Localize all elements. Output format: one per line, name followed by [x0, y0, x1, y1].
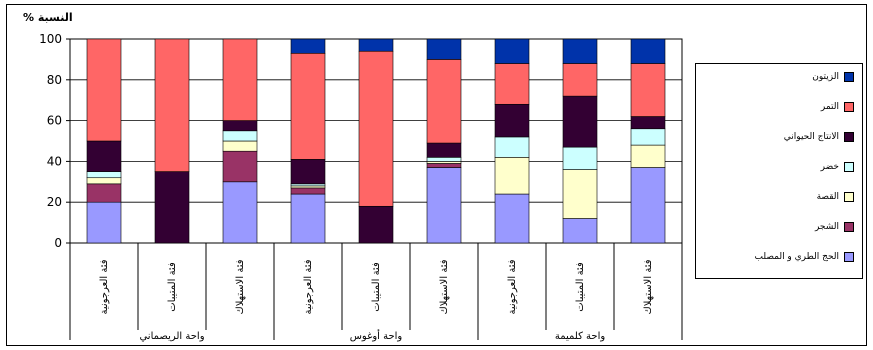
legend-swatch [844, 252, 854, 262]
x-category-label: فئة الاستهلاك [235, 259, 246, 314]
stacked-bar-chart: 0 20 40 60 80 100 فئة العرجونية فئة المتيبات فئة… [39, 32, 683, 342]
bar-segment [426, 38, 462, 60]
bar-segment [630, 144, 666, 168]
x-category-label: فئة العرجونية [99, 259, 110, 314]
y-tick-label: 20 [47, 195, 62, 209]
legend-label: خضر [820, 162, 839, 172]
bar-segment [290, 193, 326, 244]
y-tick-label: 80 [47, 73, 62, 87]
bar-segment [86, 201, 122, 244]
bar-segment [222, 120, 258, 132]
bar-segment [222, 150, 258, 183]
legend-label: الانتاج الحيواني [783, 132, 839, 142]
bar-segment [630, 167, 666, 244]
bar-segment [86, 140, 122, 172]
bar-segment [630, 63, 666, 117]
y-tick-label: 60 [47, 114, 62, 128]
bar-segment [222, 130, 258, 142]
bar-segment [86, 171, 122, 179]
legend-label: الزيتون [812, 72, 839, 82]
bar-segment [222, 181, 258, 244]
bar-segment [562, 218, 598, 244]
bar-segment [290, 159, 326, 185]
bar-segment [562, 95, 598, 148]
legend-swatch [844, 192, 854, 202]
legend-swatch [844, 222, 854, 232]
bar-segment [562, 169, 598, 219]
bar-segment [154, 38, 190, 172]
legend-swatch [844, 72, 854, 82]
legend-item: الانتاج الحيواني [784, 130, 854, 144]
bar-segment [290, 183, 326, 187]
bar-segment [494, 157, 530, 195]
x-category-label: فئة المتيبات [371, 262, 382, 312]
legend-label: القصة [816, 192, 839, 202]
legend-swatch [844, 132, 854, 142]
bar-segment [494, 136, 530, 158]
chart-legend: الزيتون التمر الانتاج الحيواني خضر القصة الشج… [695, 63, 863, 279]
bar-segment [358, 38, 394, 52]
legend-label: الحج الطري و المصلب [754, 252, 840, 262]
bar-segment [86, 183, 122, 203]
x-category-label: فئة المتيبات [575, 262, 586, 312]
legend-item: الزيتون [812, 70, 854, 84]
bar-segment [562, 146, 598, 170]
y-axis-unit-label: النسبة % [23, 11, 73, 24]
y-tick-label: 0 [54, 236, 62, 250]
x-category-label: فئة العرجونية [303, 259, 314, 314]
y-tick-label: 40 [47, 154, 62, 168]
x-group-label: واحة كلميمة [555, 331, 606, 342]
bar-segment [494, 193, 530, 244]
bar-segment [426, 59, 462, 144]
bar-segment [358, 50, 394, 207]
bar-segment [426, 161, 462, 164]
bar-segment [630, 128, 666, 146]
bar-segment [290, 185, 326, 189]
bar-segment [426, 163, 462, 168]
bar-segment [86, 38, 122, 142]
bar-segment [494, 103, 530, 138]
bar-segment [426, 142, 462, 158]
y-tick-label: 100 [39, 32, 62, 46]
x-category-label: فئة الاستهلاك [439, 259, 450, 314]
legend-item: القصة [817, 190, 854, 204]
legend-item: الحج الطري و المصلب [754, 250, 854, 264]
bar-segment [86, 177, 122, 185]
x-category-label: فئة المتيبات [167, 262, 178, 312]
bar-segment [290, 38, 326, 54]
bar-segment [222, 140, 258, 152]
legend-item: خضر [821, 160, 854, 174]
legend-label: الشجر [814, 222, 839, 232]
legend-swatch [844, 162, 854, 172]
bar-segment [154, 171, 190, 244]
x-category-label: فئة الاستهلاك [643, 259, 654, 314]
legend-swatch [844, 102, 854, 112]
bar-segment [562, 38, 598, 64]
x-group-label: واحة أوغوس [350, 329, 403, 342]
bar-segment [494, 38, 530, 64]
legend-item: الشجر [815, 220, 854, 234]
bar-segment [358, 205, 394, 244]
bar-segment [562, 63, 598, 97]
bar-segment [630, 116, 666, 130]
legend-label: التمر [820, 102, 839, 112]
bar-segment [290, 52, 326, 160]
bar-segment [494, 63, 530, 105]
x-category-label: فئة العرجونية [507, 259, 518, 314]
bar-segment [290, 187, 326, 195]
bar-segment [426, 167, 462, 244]
chart-frame: النسبة % 0 20 40 60 80 100 فئة العرجونية فئة ال… [6, 4, 867, 346]
bar-segment [426, 157, 462, 162]
x-group-label: واحة الريصماني [139, 331, 204, 342]
bar-segment [222, 38, 258, 121]
bar-segment [630, 38, 666, 64]
legend-item: التمر [821, 100, 854, 114]
